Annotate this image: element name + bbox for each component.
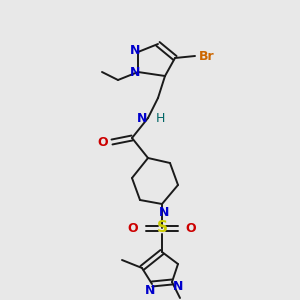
- Text: O: O: [186, 221, 196, 235]
- Text: N: N: [173, 280, 183, 292]
- Text: Br: Br: [199, 50, 215, 62]
- Text: O: O: [128, 221, 138, 235]
- Text: N: N: [137, 112, 147, 124]
- Text: H: H: [155, 112, 165, 124]
- Text: N: N: [159, 206, 169, 218]
- Text: N: N: [145, 284, 155, 298]
- Text: O: O: [98, 136, 108, 148]
- Text: N: N: [130, 67, 140, 80]
- Text: N: N: [130, 44, 140, 58]
- Text: S: S: [157, 220, 167, 236]
